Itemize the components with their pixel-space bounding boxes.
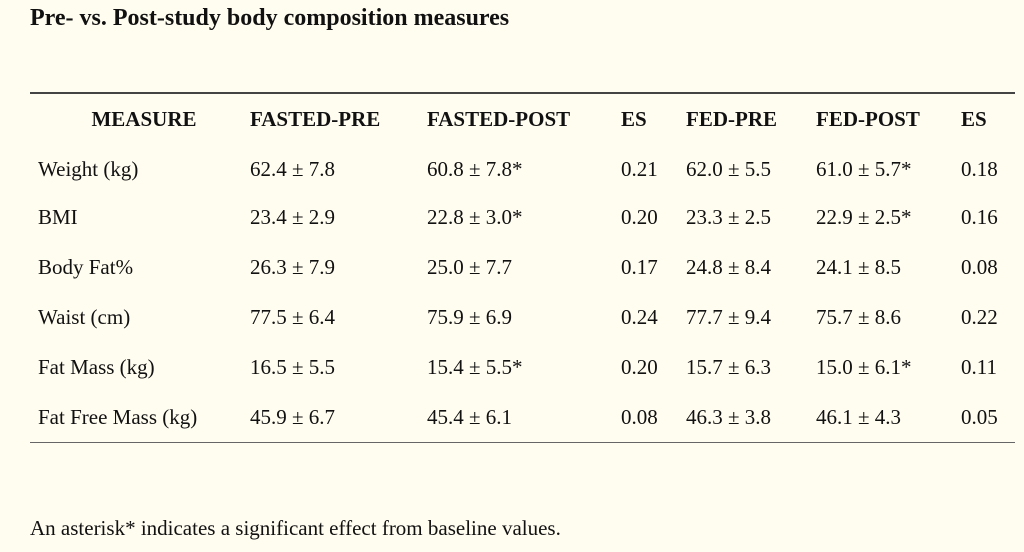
- cell-fasted-post: 45.4 ± 6.1: [427, 404, 513, 429]
- cell-fasted-post: 25.0 ± 7.7: [427, 254, 513, 279]
- cell-es-fasted: 0.21: [621, 156, 658, 181]
- cell-fed-post: 46.1 ± 4.3: [816, 404, 902, 429]
- cell-fasted-post: 22.8 ± 3.0*: [427, 204, 523, 229]
- cell-fasted-pre: 45.9 ± 6.7: [250, 404, 336, 429]
- table-row: BMI 23.4 ± 2.9 22.8 ± 3.0* 0.20 23.3 ± 2…: [30, 192, 1015, 242]
- cell-measure: Fat Mass (kg): [38, 354, 155, 379]
- header-fed-pre: FED-PRE: [686, 106, 777, 131]
- cell-fed-pre: 62.0 ± 5.5: [686, 156, 772, 181]
- body-composition-table-container: MEASURE FASTED-PRE FASTED-POST ES FED-PR…: [30, 92, 1015, 443]
- cell-fasted-pre: 77.5 ± 6.4: [250, 304, 336, 329]
- table-row: Weight (kg) 62.4 ± 7.8 60.8 ± 7.8* 0.21 …: [30, 142, 1015, 192]
- cell-measure: Fat Free Mass (kg): [38, 404, 198, 429]
- cell-es-fasted: 0.20: [621, 354, 658, 379]
- cell-es-fed: 0.05: [961, 404, 998, 429]
- table-top-rule: [30, 92, 1015, 94]
- cell-fed-pre: 77.7 ± 9.4: [686, 304, 772, 329]
- cell-fasted-pre: 26.3 ± 7.9: [250, 254, 336, 279]
- cell-es-fasted: 0.20: [621, 204, 658, 229]
- page-title: Pre- vs. Post-study body composition mea…: [30, 5, 510, 31]
- header-fasted-post: FASTED-POST: [427, 106, 571, 131]
- cell-fasted-pre: 62.4 ± 7.8: [250, 156, 336, 181]
- table-row: Fat Free Mass (kg) 45.9 ± 6.7 45.4 ± 6.1…: [30, 392, 1015, 442]
- cell-fasted-pre: 23.4 ± 2.9: [250, 204, 336, 229]
- cell-fasted-post: 60.8 ± 7.8*: [427, 156, 523, 181]
- cell-fasted-post: 15.4 ± 5.5*: [427, 354, 523, 379]
- cell-es-fed: 0.16: [961, 204, 998, 229]
- cell-es-fasted: 0.24: [621, 304, 658, 329]
- table-row: Fat Mass (kg) 16.5 ± 5.5 15.4 ± 5.5* 0.2…: [30, 342, 1015, 392]
- table-row: Waist (cm) 77.5 ± 6.4 75.9 ± 6.9 0.24 77…: [30, 292, 1015, 342]
- header-fed-post: FED-POST: [816, 106, 920, 131]
- cell-es-fasted: 0.17: [621, 254, 658, 279]
- table-header-row: MEASURE FASTED-PRE FASTED-POST ES FED-PR…: [30, 94, 1015, 142]
- cell-fed-pre: 23.3 ± 2.5: [686, 204, 772, 229]
- header-es-fasted: ES: [621, 106, 647, 131]
- cell-es-fed: 0.18: [961, 156, 998, 181]
- header-es-fed: ES: [961, 106, 987, 131]
- cell-es-fed: 0.08: [961, 254, 998, 279]
- cell-fed-post: 61.0 ± 5.7*: [816, 156, 912, 181]
- cell-measure: Weight (kg): [38, 156, 139, 181]
- cell-fasted-pre: 16.5 ± 5.5: [250, 354, 336, 379]
- cell-measure: Body Fat%: [38, 254, 134, 279]
- cell-fed-post: 75.7 ± 8.6: [816, 304, 902, 329]
- cell-fed-post: 24.1 ± 8.5: [816, 254, 902, 279]
- header-fasted-pre: FASTED-PRE: [250, 106, 381, 131]
- cell-fed-post: 15.0 ± 6.1*: [816, 354, 912, 379]
- cell-measure: Waist (cm): [38, 304, 131, 329]
- table-bottom-rule: [30, 442, 1015, 443]
- cell-fed-post: 22.9 ± 2.5*: [816, 204, 912, 229]
- header-measure: MEASURE: [91, 106, 197, 131]
- cell-fasted-post: 75.9 ± 6.9: [427, 304, 513, 329]
- body-composition-table: MEASURE FASTED-PRE FASTED-POST ES FED-PR…: [30, 94, 1015, 442]
- cell-es-fed: 0.11: [961, 354, 997, 379]
- table-row: Body Fat% 26.3 ± 7.9 25.0 ± 7.7 0.17 24.…: [30, 242, 1015, 292]
- cell-fed-pre: 46.3 ± 3.8: [686, 404, 772, 429]
- cell-fed-pre: 24.8 ± 8.4: [686, 254, 772, 279]
- footnote: An asterisk* indicates a significant eff…: [30, 516, 561, 540]
- cell-es-fasted: 0.08: [621, 404, 658, 429]
- cell-es-fed: 0.22: [961, 304, 998, 329]
- cell-fed-pre: 15.7 ± 6.3: [686, 354, 772, 379]
- cell-measure: BMI: [38, 204, 78, 229]
